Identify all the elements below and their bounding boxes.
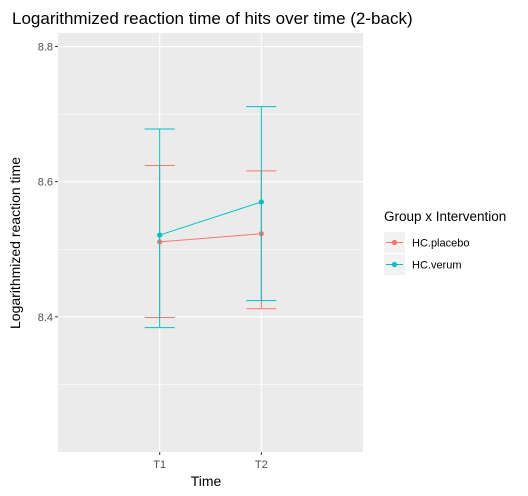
y-axis-ticks: 8.4 8.6 8.8 [38, 42, 58, 324]
data-point [258, 199, 264, 205]
x-axis-title: Time [191, 473, 222, 489]
series-layer [144, 106, 277, 329]
legend-title: Group x Intervention [384, 209, 506, 224]
x-axis-ticks: T1 T2 [153, 452, 268, 471]
legend-items: HC.placebo HC.verum [384, 232, 469, 275]
legend-label: HC.verum [412, 260, 462, 272]
y-tick-label: 8.4 [38, 312, 53, 324]
chart-title: Logarithmized reaction time of hits over… [12, 9, 413, 28]
legend-label: HC.placebo [412, 238, 469, 250]
legend-key-point [391, 261, 398, 268]
legend-key-point [391, 239, 398, 246]
x-tick-label: T2 [255, 459, 268, 471]
plot-panel [58, 33, 363, 452]
series-HC.verum [144, 106, 277, 329]
series-line [159, 201, 262, 236]
x-tick-label: T1 [153, 459, 166, 471]
series-line [159, 233, 262, 243]
legend: Group x Intervention HC.placebo HC.verum [384, 209, 506, 275]
y-tick-label: 8.8 [38, 42, 53, 54]
y-axis-title: Logarithmized reaction time [7, 157, 23, 329]
legend-item: HC.verum [384, 254, 462, 275]
data-point [157, 232, 163, 238]
legend-item: HC.placebo [384, 232, 469, 253]
y-tick-label: 8.6 [38, 177, 53, 189]
